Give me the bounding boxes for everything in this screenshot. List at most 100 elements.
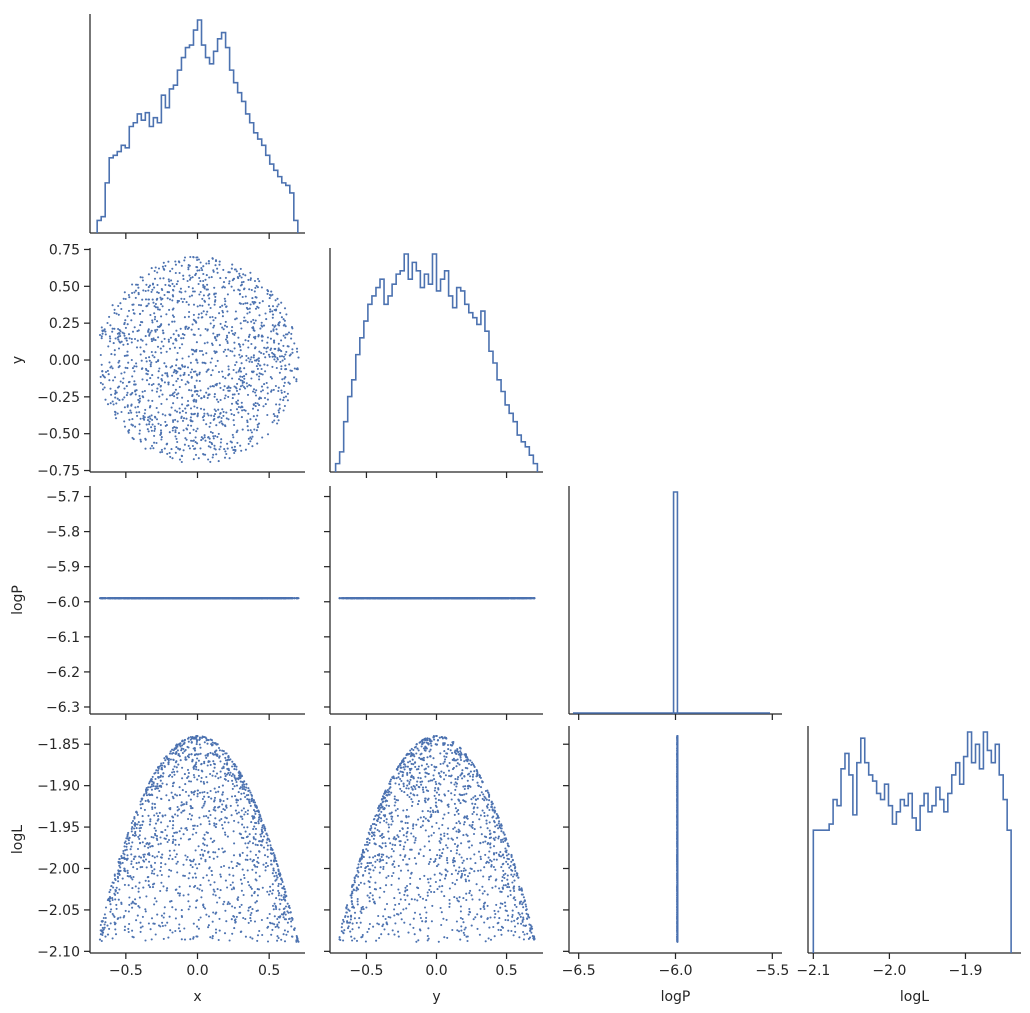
point (133, 365, 136, 368)
point (113, 308, 116, 311)
y-tick-label: 0.50 (49, 279, 80, 295)
point (170, 448, 173, 451)
point (144, 447, 147, 450)
point (201, 304, 204, 307)
point (136, 339, 139, 342)
point (232, 277, 236, 280)
point (169, 455, 172, 458)
point (219, 398, 222, 402)
point (148, 420, 151, 423)
point (168, 451, 171, 455)
point (246, 812, 249, 816)
point (277, 389, 280, 393)
point (235, 361, 238, 364)
y-tick-label: −2.05 (37, 903, 80, 919)
point (169, 270, 172, 273)
point (206, 341, 209, 344)
point (193, 398, 196, 401)
point (257, 820, 260, 823)
point (191, 866, 194, 869)
point (152, 301, 155, 304)
point (126, 367, 129, 370)
point (272, 869, 275, 872)
point (189, 416, 192, 419)
point (263, 363, 266, 366)
point (211, 343, 214, 347)
point (282, 399, 285, 402)
point (176, 301, 179, 304)
point (172, 420, 175, 423)
point (208, 437, 211, 440)
point (268, 293, 272, 296)
point (178, 290, 181, 293)
point (126, 315, 129, 318)
point (239, 349, 242, 352)
point (209, 430, 212, 434)
point (171, 365, 174, 368)
point (100, 939, 103, 943)
point (271, 293, 274, 296)
point (254, 812, 257, 815)
point (165, 443, 168, 446)
point (157, 359, 160, 362)
point (209, 460, 212, 463)
point (254, 597, 257, 600)
point (112, 597, 115, 600)
point (207, 445, 210, 448)
point (150, 414, 153, 417)
point (182, 429, 185, 432)
point (182, 417, 186, 420)
point (176, 370, 179, 373)
point (244, 387, 247, 390)
point (171, 374, 174, 377)
point (266, 386, 269, 389)
point (153, 286, 156, 289)
point (189, 864, 192, 867)
point (160, 821, 163, 824)
point (199, 407, 203, 410)
point (256, 426, 259, 429)
point (144, 939, 147, 942)
point (117, 597, 120, 600)
point (415, 597, 418, 600)
point (234, 363, 237, 367)
point (259, 364, 262, 367)
point (185, 301, 188, 304)
point (233, 268, 236, 271)
point (188, 447, 191, 450)
point (163, 293, 166, 297)
point (274, 299, 277, 302)
point (141, 378, 144, 381)
point (231, 263, 234, 266)
point (197, 327, 200, 331)
point (139, 438, 142, 441)
point (190, 424, 193, 427)
point (150, 429, 153, 432)
point (226, 442, 229, 445)
point (231, 597, 234, 600)
point (153, 872, 156, 875)
point (233, 385, 236, 388)
point (123, 420, 126, 423)
point (235, 389, 239, 392)
point (190, 368, 193, 371)
point (270, 933, 273, 936)
point (166, 597, 169, 600)
point (156, 328, 159, 331)
point (118, 399, 121, 402)
scatter-points (98, 255, 300, 464)
point (108, 361, 111, 364)
point (187, 771, 190, 775)
point (147, 430, 150, 433)
point (295, 380, 298, 383)
point (197, 759, 200, 762)
point (189, 276, 192, 280)
point (251, 868, 254, 871)
point (160, 597, 163, 600)
point (163, 362, 166, 365)
point (389, 597, 392, 600)
point (193, 390, 196, 393)
point (168, 849, 171, 852)
point (157, 336, 160, 339)
point (200, 316, 203, 319)
